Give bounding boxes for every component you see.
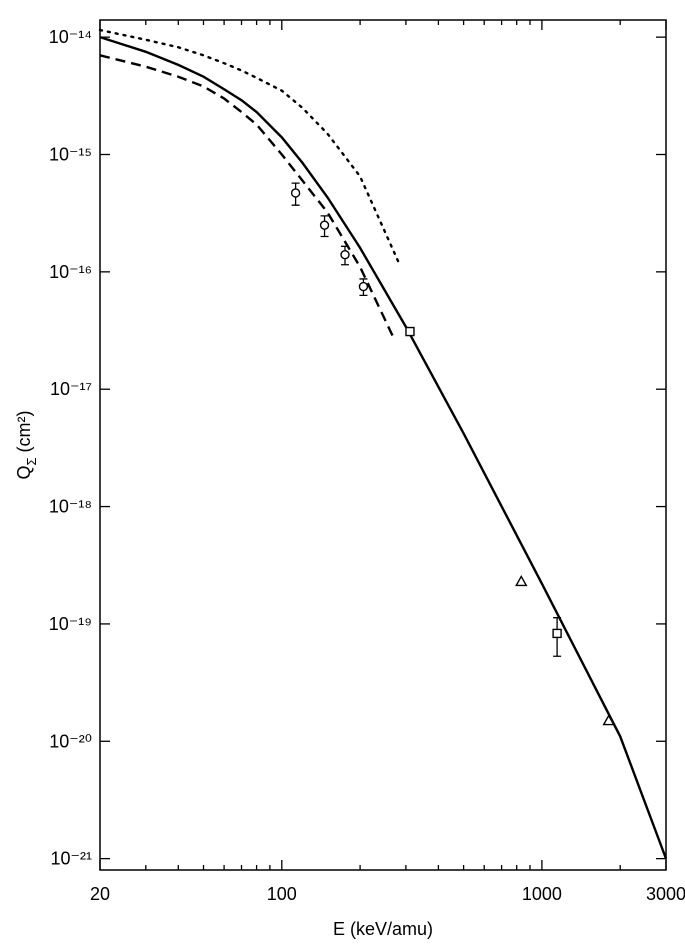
- data-point: [319, 220, 330, 230]
- y-label-main: Q: [14, 466, 34, 480]
- data-point: [358, 281, 369, 292]
- series-line: [99, 36, 668, 860]
- y-tick-label: 10⁻²¹: [50, 849, 92, 869]
- data-point: [515, 575, 528, 587]
- y-tick-label: 10⁻²⁰: [49, 731, 92, 751]
- series-line: [99, 54, 396, 342]
- y-tick-label: 10⁻¹⁴: [49, 27, 92, 47]
- x-axis-label: E (keV/amu): [333, 919, 433, 939]
- y-axis-label: QΣ (cm²): [14, 410, 39, 479]
- data-point: [290, 188, 301, 198]
- y-tick-label: 10⁻¹⁵: [49, 145, 92, 165]
- y-tick-label: 10⁻¹⁷: [50, 379, 92, 399]
- x-tick-label: 100: [267, 884, 297, 904]
- y-tick-label: 10⁻¹⁹: [49, 614, 92, 634]
- x-tick-label: 3000: [646, 884, 685, 904]
- series-line: [98, 28, 401, 266]
- data-point: [340, 250, 350, 260]
- x-tick-label: 20: [90, 884, 110, 904]
- y-tick-label: 10⁻¹⁸: [49, 497, 92, 517]
- y-label-sub: Σ: [24, 457, 39, 465]
- data-point: [552, 628, 562, 639]
- x-tick-label: 1000: [522, 884, 562, 904]
- y-label-unit: (cm²): [14, 410, 34, 452]
- data-point: [602, 714, 615, 726]
- data-point: [405, 326, 415, 337]
- y-tick-label: 10⁻¹⁶: [49, 262, 92, 282]
- plot-frame: [99, 19, 667, 871]
